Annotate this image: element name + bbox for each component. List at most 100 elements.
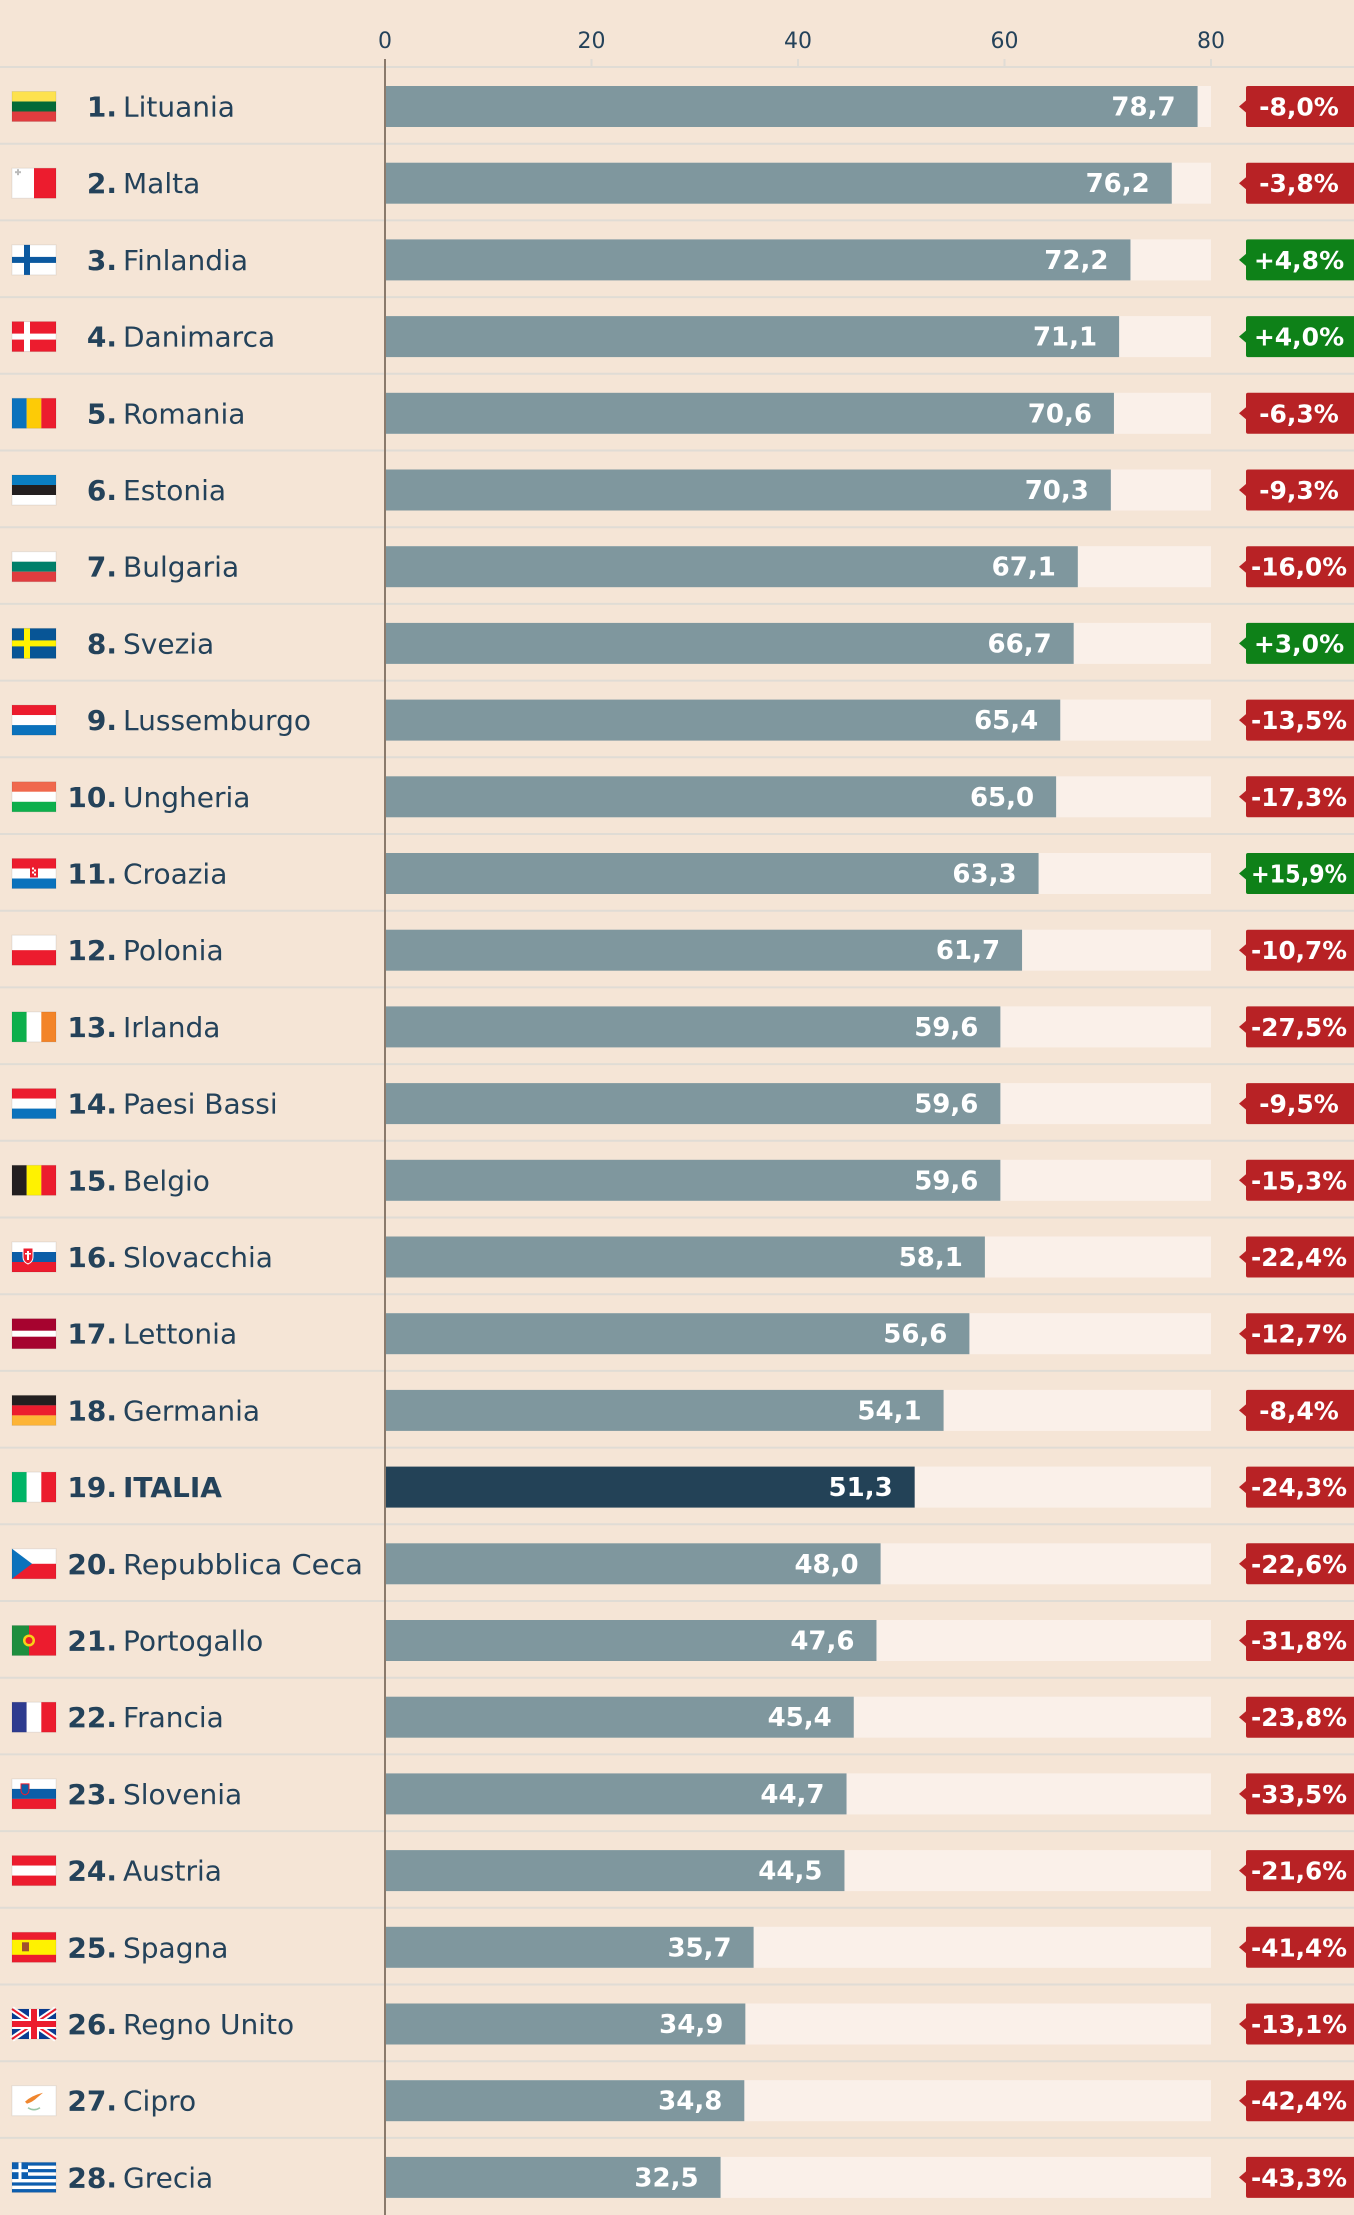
- change-badge-negative: -12,7%: [1239, 1313, 1354, 1355]
- change-badge-negative: -6,3%: [1239, 392, 1354, 434]
- table-row: 22. Francia 45,4 -23,8%: [0, 1696, 1354, 1756]
- change-label: -8,4%: [1259, 1396, 1339, 1425]
- change-badge-negative: -15,3%: [1239, 1159, 1354, 1201]
- bar-value-label: 58,1: [899, 1243, 963, 1273]
- badge-shape: [1239, 1850, 1354, 1892]
- table-row: 5. Romania 70,6 -6,3%: [0, 392, 1354, 452]
- badge-shape: [1239, 1159, 1354, 1201]
- change-label: -22,4%: [1251, 1243, 1347, 1272]
- austria-flag-icon: [11, 1855, 57, 1887]
- change-badge-positive: +4,8%: [1239, 239, 1354, 281]
- bar-value-label: 72,2: [1044, 246, 1108, 276]
- badge-shape: [1239, 1083, 1354, 1125]
- table-row: 11. Croazia 63,3 +15,9%: [0, 853, 1354, 912]
- bar-value-label: 63,3: [952, 860, 1016, 890]
- change-badge-negative: -23,8%: [1239, 1696, 1354, 1738]
- bar: [385, 2003, 746, 2045]
- change-label: -6,3%: [1259, 399, 1339, 428]
- bar: [385, 1926, 754, 1968]
- table-row: 25. Spagna 35,7 -41,4%: [0, 1926, 1354, 1986]
- rank-label: 12.: [67, 934, 117, 967]
- bar-value-label: 59,6: [914, 1166, 978, 1196]
- change-badge-negative: -16,0%: [1239, 546, 1354, 588]
- portugal-flag-icon: [11, 1625, 57, 1656]
- x-tick-label: 0: [378, 29, 392, 54]
- rank-label: 2.: [87, 167, 117, 200]
- badge-shape: [1239, 1926, 1354, 1968]
- bar-value-label: 44,7: [760, 1780, 824, 1810]
- bar-value-label: 44,5: [758, 1857, 822, 1887]
- change-label: -24,3%: [1251, 1473, 1347, 1502]
- table-row: 9. Lussemburgo 65,4 -13,5%: [0, 699, 1354, 759]
- change-label: -17,3%: [1251, 783, 1347, 812]
- rank-label: 27.: [67, 2085, 117, 2118]
- table-row: 1. Lituania 78,7 -8,0%: [0, 86, 1354, 145]
- change-label: -21,6%: [1251, 1857, 1347, 1886]
- change-label: -31,8%: [1251, 1627, 1347, 1656]
- country-name: Malta: [123, 167, 200, 200]
- change-badge-positive: +4,0%: [1239, 316, 1354, 358]
- badge-shape: [1239, 622, 1354, 664]
- rank-label: 3.: [87, 244, 117, 277]
- x-tick-label: 40: [784, 29, 812, 54]
- x-tick-label: 20: [578, 29, 606, 54]
- bar-value-label: 70,6: [1028, 399, 1092, 429]
- country-name: Regno Unito: [123, 2008, 294, 2041]
- change-label: -12,7%: [1251, 1320, 1347, 1349]
- change-label: -33,5%: [1251, 1780, 1347, 1809]
- rank-label: 23.: [67, 1778, 117, 1811]
- finland-flag-icon: [11, 244, 57, 276]
- country-name: Danimarca: [123, 321, 275, 354]
- change-badge-negative: -17,3%: [1239, 776, 1354, 818]
- change-label: -13,5%: [1251, 706, 1347, 735]
- rank-label: 7.: [87, 551, 117, 584]
- change-badge-negative: -9,3%: [1239, 469, 1354, 511]
- bar-value-label: 70,3: [1025, 476, 1089, 506]
- x-tick-label: 80: [1197, 29, 1225, 54]
- bar: [385, 776, 1057, 818]
- table-row: 10. Ungheria 65,0 -17,3%: [0, 776, 1354, 835]
- country-name: Slovacchia: [123, 1241, 273, 1274]
- badge-shape: [1239, 1696, 1354, 1738]
- bar: [385, 2156, 721, 2198]
- bar: [385, 853, 1039, 894]
- country-name: Paesi Bassi: [123, 1088, 278, 1121]
- croatia-flag-icon: [11, 858, 57, 889]
- country-name: Portogallo: [123, 1625, 263, 1658]
- bulgaria-flag-icon: [11, 551, 57, 583]
- rank-label: 20.: [67, 1548, 117, 1581]
- badge-shape: [1239, 1773, 1354, 1815]
- change-badge-negative: -22,4%: [1239, 1236, 1354, 1278]
- rank-label: 4.: [87, 321, 117, 354]
- greece-flag-icon: [11, 2161, 57, 2193]
- france-flag-icon: [11, 1701, 57, 1733]
- badge-shape: [1239, 776, 1354, 818]
- bar-value-label: 67,1: [992, 553, 1056, 583]
- bar-value-label: 54,1: [857, 1396, 921, 1426]
- bar: [385, 239, 1131, 281]
- country-name: Polonia: [123, 934, 224, 967]
- bar: [385, 1773, 847, 1815]
- ireland-flag-icon: [11, 1011, 57, 1043]
- table-row: 15. Belgio 59,6 -15,3%: [0, 1159, 1354, 1219]
- badge-shape: [1239, 1466, 1354, 1508]
- bar: [385, 1850, 845, 1892]
- rank-label: 17.: [67, 1318, 117, 1351]
- table-row: 28. Grecia 32,5 -43,3%: [11, 2156, 1354, 2198]
- badge-shape: [1239, 699, 1354, 741]
- change-badge-negative: -33,5%: [1239, 1773, 1354, 1815]
- bar: [385, 1389, 944, 1431]
- change-badge-negative: -3,8%: [1239, 162, 1354, 204]
- bar-value-label: 47,6: [790, 1627, 854, 1657]
- netherlands-flag-icon: [11, 1088, 57, 1120]
- change-label: -8,0%: [1259, 93, 1339, 122]
- badge-shape: [1239, 1620, 1354, 1661]
- change-label: -42,4%: [1251, 2087, 1347, 2116]
- change-badge-negative: -8,4%: [1239, 1389, 1354, 1431]
- bar-value-label: 65,0: [970, 783, 1034, 813]
- bar-value-label: 45,4: [768, 1703, 832, 1733]
- table-row: 13. Irlanda 59,6 -27,5%: [0, 1006, 1354, 1066]
- change-badge-negative: -13,1%: [1239, 2003, 1354, 2045]
- bar-value-label: 59,6: [914, 1090, 978, 1120]
